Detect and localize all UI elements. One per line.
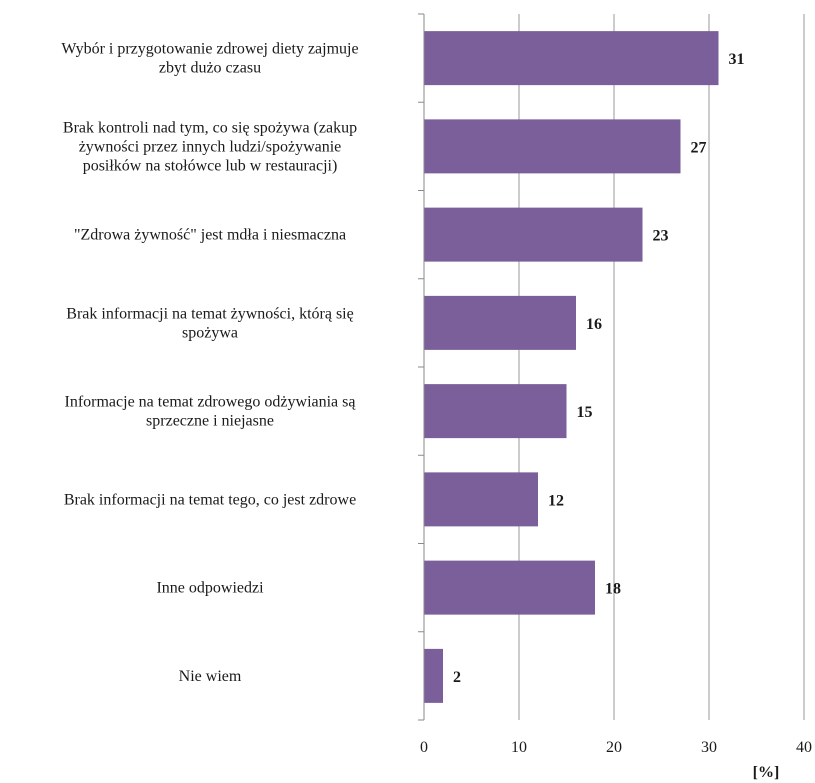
- category-label-4: Brak informacji na temat żywności, którą…: [66, 305, 353, 341]
- bars: [424, 31, 719, 703]
- category-label-line: żywności przez innych ludzi/spożywanie: [79, 138, 342, 155]
- category-label-line: spożywa: [182, 324, 238, 341]
- category-labels: Wybór i przygotowanie zdrowej diety zajm…: [61, 41, 358, 685]
- category-label-line: posiłków na stołówce lub w restauracji): [83, 157, 338, 174]
- category-label-5: Informacje na temat zdrowego odżywiania …: [65, 394, 357, 430]
- x-tick-label-10: 10: [511, 739, 527, 756]
- category-label-8: Nie wiem: [179, 668, 242, 685]
- value-label-6: 12: [548, 492, 564, 509]
- category-label-2: Brak kontroli nad tym, co się spożywa (z…: [63, 119, 357, 174]
- value-label-7: 18: [605, 581, 621, 598]
- category-label-line: Brak kontroli nad tym, co się spożywa (z…: [63, 119, 357, 136]
- x-tick-label-40: 40: [796, 739, 812, 756]
- axes: [418, 13, 425, 721]
- category-label-line: Nie wiem: [179, 668, 242, 685]
- value-label-1: 31: [729, 51, 745, 68]
- value-label-5: 15: [577, 404, 593, 421]
- x-tick-label-30: 30: [701, 739, 717, 756]
- category-label-line: Wybór i przygotowanie zdrowej diety zajm…: [61, 41, 358, 58]
- category-label-line: sprzeczne i niejasne: [146, 413, 274, 430]
- x-tick-label-0: 0: [420, 739, 428, 756]
- value-label-8: 2: [453, 669, 461, 686]
- category-label-line: "Zdrowa żywność" jest mdła i niesmaczna: [74, 227, 346, 244]
- category-label-7: Inne odpowiedzi: [156, 580, 264, 597]
- x-tick-label-20: 20: [606, 739, 622, 756]
- category-label-line: Brak informacji na temat tego, co jest z…: [64, 491, 356, 508]
- category-label-line: Inne odpowiedzi: [156, 580, 264, 597]
- value-label-4: 16: [586, 316, 602, 333]
- bar-8: [424, 648, 443, 703]
- category-label-3: "Zdrowa żywność" jest mdła i niesmaczna: [74, 227, 346, 244]
- bar-5: [424, 384, 567, 439]
- tick-labels: 0 10 20 30 40: [420, 739, 812, 756]
- value-label-2: 27: [691, 139, 707, 156]
- value-label-3: 23: [653, 228, 669, 245]
- bar-7: [424, 560, 595, 615]
- bar-4: [424, 295, 576, 350]
- category-label-line: Informacje na temat zdrowego odżywiania …: [65, 394, 357, 411]
- bar-1: [424, 31, 719, 86]
- category-label-line: zbyt dużo czasu: [159, 60, 261, 77]
- category-label-1: Wybór i przygotowanie zdrowej diety zajm…: [61, 41, 358, 77]
- category-label-line: Brak informacji na temat żywności, którą…: [66, 305, 353, 322]
- bar-2: [424, 119, 681, 174]
- value-labels: 31 27 23 16 15 12 18 2: [453, 51, 745, 686]
- bar-6: [424, 472, 538, 527]
- x-axis-unit: [%]: [753, 764, 780, 781]
- category-label-6: Brak informacji na temat tego, co jest z…: [64, 491, 356, 508]
- bar-3: [424, 207, 643, 262]
